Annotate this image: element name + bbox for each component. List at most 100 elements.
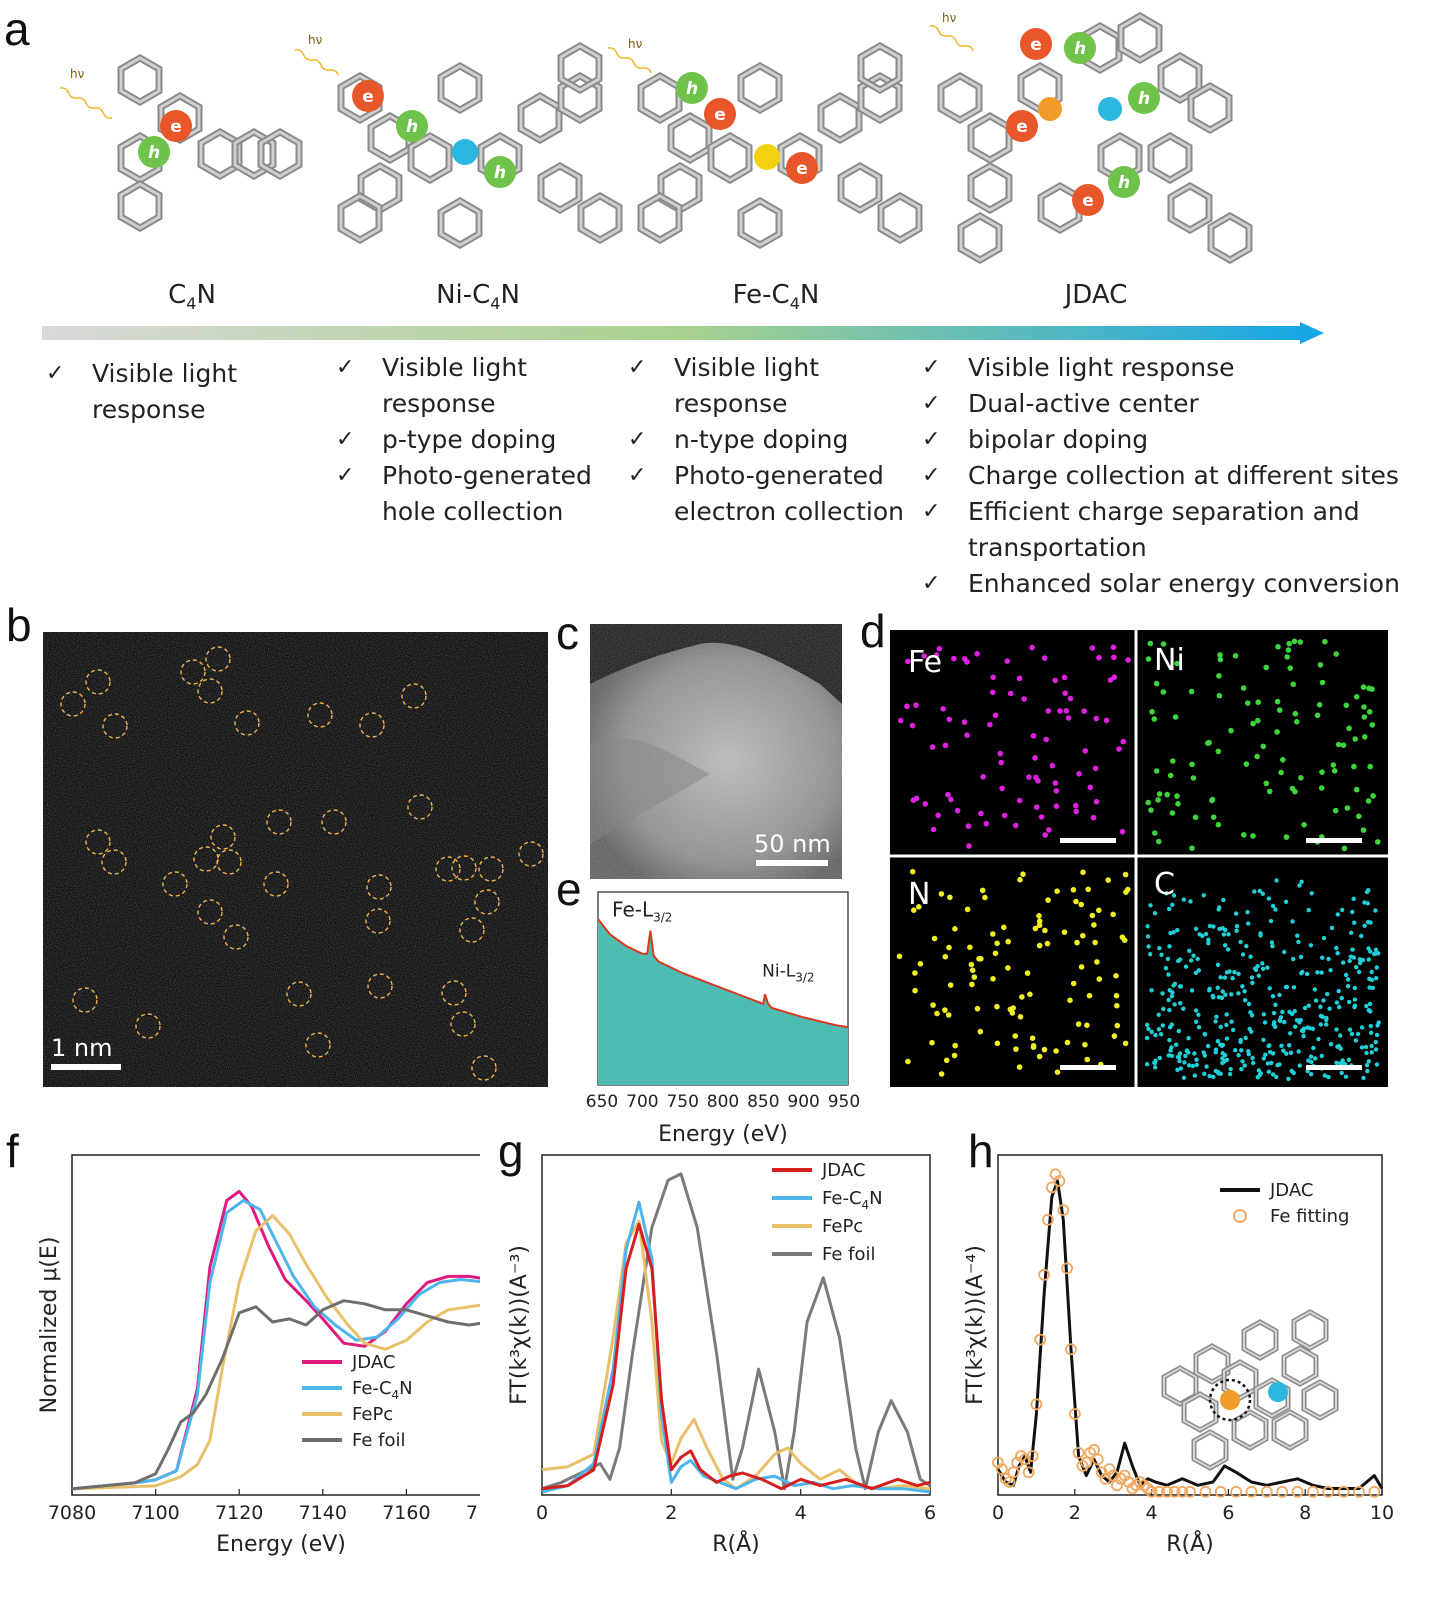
eds-dot xyxy=(1266,788,1273,795)
eds-dot xyxy=(1159,952,1164,957)
eds-dot xyxy=(1369,969,1374,975)
data-point xyxy=(1034,1333,1047,1346)
eds-dot xyxy=(1012,1033,1018,1039)
eds-dot xyxy=(933,652,940,658)
eds-dot xyxy=(1360,684,1367,690)
eds-dot xyxy=(1213,1068,1218,1074)
eds-dot xyxy=(1273,1002,1278,1007)
progression-arrow xyxy=(42,322,1324,344)
eds-dot xyxy=(1305,1068,1310,1074)
eds-dot xyxy=(1149,1029,1154,1035)
ring xyxy=(1233,1410,1267,1450)
check-icon: ✓ xyxy=(628,427,647,452)
atom-site-marker xyxy=(263,871,289,897)
eds-dot xyxy=(1330,762,1337,768)
data-point xyxy=(1134,1476,1147,1488)
eds-dot xyxy=(1306,1003,1311,1008)
eds-dot xyxy=(1229,1019,1234,1024)
eds-dot xyxy=(1064,1039,1071,1046)
check-icon: ✓ xyxy=(336,463,355,488)
eds-dot xyxy=(1266,1069,1272,1074)
eds-dot xyxy=(1368,1030,1374,1035)
atom-site-marker xyxy=(307,702,333,728)
eds-dot xyxy=(1318,1022,1323,1027)
scale-bar xyxy=(756,860,828,866)
eds-dot xyxy=(1089,912,1096,919)
eds-dot xyxy=(1254,753,1260,760)
x-tick-label: 0 xyxy=(536,1502,548,1524)
data-point xyxy=(1114,1472,1127,1485)
eds-dot xyxy=(1192,1051,1197,1056)
eds-dot xyxy=(961,656,968,662)
eds-dot xyxy=(1234,928,1239,933)
atom-site-marker xyxy=(450,1011,476,1037)
eds-dot xyxy=(1343,702,1350,709)
eds-dot xyxy=(1297,639,1304,645)
svg-text:e: e xyxy=(170,117,182,137)
stem-image: 50 nm xyxy=(590,624,842,879)
x-tick-label: 2 xyxy=(665,1502,677,1524)
eds-dot xyxy=(1337,1061,1343,1066)
atom-site-marker xyxy=(451,855,477,881)
eds-dot xyxy=(1005,938,1011,945)
legend-label: Fe foil xyxy=(352,1430,406,1451)
eds-dot xyxy=(1373,1047,1379,1052)
eds-dot xyxy=(1035,778,1041,784)
eds-dot xyxy=(1238,1039,1243,1045)
chart-f-xanes: 7080 7100 7120 7140 7160 7180 Energy (eV) Norma… xyxy=(37,1154,480,1557)
eds-dot xyxy=(1033,804,1040,810)
eds-dot xyxy=(1016,1064,1023,1070)
ring xyxy=(1223,1360,1257,1400)
check-icon: ✓ xyxy=(336,427,355,452)
data-point xyxy=(1161,1485,1173,1498)
eds-dot xyxy=(1160,689,1167,695)
eds-dot xyxy=(1087,784,1094,791)
eds-dot xyxy=(1364,889,1370,895)
eds-dot xyxy=(1274,1074,1279,1080)
eds-dot xyxy=(1215,1039,1221,1044)
ni-atom-icon xyxy=(1268,1382,1288,1402)
eds-dot xyxy=(1091,922,1097,928)
eds-dot xyxy=(1355,1031,1361,1037)
eds-dot xyxy=(1210,993,1215,999)
eds-dot xyxy=(1274,729,1280,735)
eds-dot xyxy=(1192,1073,1198,1078)
eds-dot xyxy=(1191,953,1196,958)
eds-dot xyxy=(978,956,984,962)
eds-label-c: C xyxy=(1154,867,1175,902)
eds-dot xyxy=(1242,989,1247,994)
ni-atom-icon xyxy=(1098,97,1122,121)
atom-site-marker xyxy=(407,794,433,820)
eds-dot xyxy=(1181,897,1186,902)
eds-dot xyxy=(1149,988,1154,993)
eds-dot xyxy=(1052,780,1059,786)
eds-dot xyxy=(1220,1060,1225,1066)
eds-dot xyxy=(1194,1019,1199,1024)
series-line xyxy=(541,1222,931,1491)
eds-dot xyxy=(1334,1060,1339,1065)
eds-dot xyxy=(1240,952,1246,957)
feature-list-c4n: ✓ Visible light response xyxy=(46,356,306,428)
eds-dot xyxy=(1177,984,1183,989)
eds-dot xyxy=(1373,947,1379,952)
eds-dot xyxy=(1227,1071,1233,1077)
scale-bar-label: 50 nm xyxy=(754,830,831,858)
eds-dot xyxy=(1171,983,1176,988)
x-tick-label: 7100 xyxy=(131,1502,179,1524)
eds-dot xyxy=(974,651,980,657)
eds-dot xyxy=(1120,738,1127,745)
eds-dot xyxy=(961,719,968,725)
eds-dot xyxy=(951,655,957,662)
eds-dot xyxy=(1335,951,1340,956)
data-point xyxy=(1065,1343,1077,1356)
eds-dot xyxy=(1170,902,1175,907)
eds-dot xyxy=(1001,812,1008,819)
eds-dot xyxy=(1244,700,1251,706)
eds-dot xyxy=(1041,1046,1048,1053)
atom-site-marker xyxy=(286,981,312,1007)
series-line xyxy=(71,1299,480,1491)
legend-label: Fe foil xyxy=(822,1244,876,1265)
eds-dot xyxy=(943,1057,950,1064)
eds-dot xyxy=(1331,768,1338,774)
ring xyxy=(1163,1366,1197,1406)
